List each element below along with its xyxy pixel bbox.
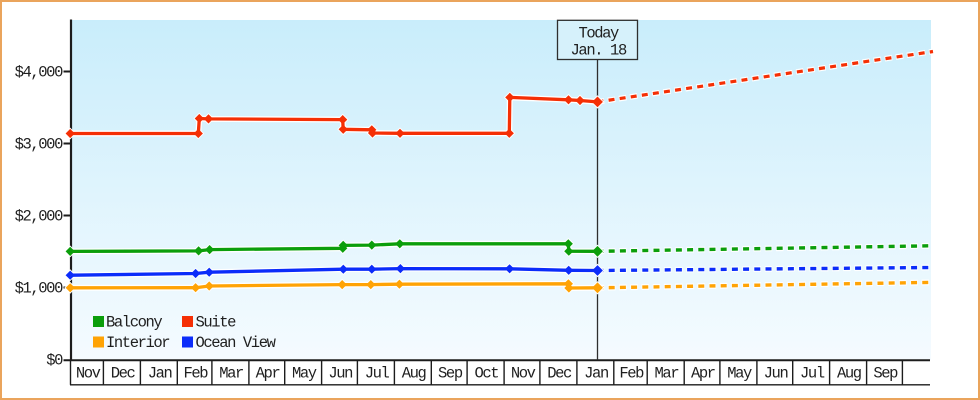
- svg-text:Jul: Jul: [365, 365, 390, 383]
- svg-text:$4,000: $4,000: [15, 64, 64, 82]
- svg-text:$2,000: $2,000: [15, 208, 64, 226]
- svg-text:Nov: Nov: [76, 365, 101, 383]
- svg-text:Apr: Apr: [691, 365, 715, 383]
- svg-text:Jun: Jun: [764, 365, 788, 383]
- svg-text:Sep: Sep: [873, 365, 898, 383]
- svg-text:Apr: Apr: [256, 365, 280, 383]
- svg-text:May: May: [292, 365, 317, 383]
- svg-text:Dec: Dec: [547, 365, 572, 383]
- svg-text:Jan: Jan: [584, 365, 608, 383]
- svg-text:$0: $0: [46, 352, 63, 370]
- svg-text:Interior: Interior: [106, 334, 169, 352]
- svg-text:Jun: Jun: [328, 365, 352, 383]
- svg-text:Suite: Suite: [196, 314, 237, 332]
- svg-text:Jul: Jul: [800, 365, 825, 383]
- svg-text:Aug: Aug: [837, 365, 861, 383]
- svg-text:Feb: Feb: [619, 365, 644, 383]
- svg-text:Jan. 18: Jan. 18: [571, 42, 627, 60]
- svg-text:Aug: Aug: [402, 365, 426, 383]
- svg-text:Today: Today: [578, 25, 619, 43]
- svg-text:Mar: Mar: [219, 365, 243, 383]
- svg-text:$1,000: $1,000: [15, 280, 64, 298]
- svg-text:Nov: Nov: [511, 365, 536, 383]
- svg-text:Jan: Jan: [148, 365, 172, 383]
- svg-text:Oct: Oct: [474, 365, 498, 383]
- svg-text:Balcony: Balcony: [106, 314, 162, 332]
- svg-text:Dec: Dec: [111, 365, 136, 383]
- svg-text:Mar: Mar: [655, 365, 679, 383]
- svg-text:Sep: Sep: [438, 365, 463, 383]
- svg-text:May: May: [727, 365, 752, 383]
- svg-text:$3,000: $3,000: [15, 136, 64, 154]
- svg-text:Ocean View: Ocean View: [196, 334, 277, 352]
- svg-text:Feb: Feb: [183, 365, 208, 383]
